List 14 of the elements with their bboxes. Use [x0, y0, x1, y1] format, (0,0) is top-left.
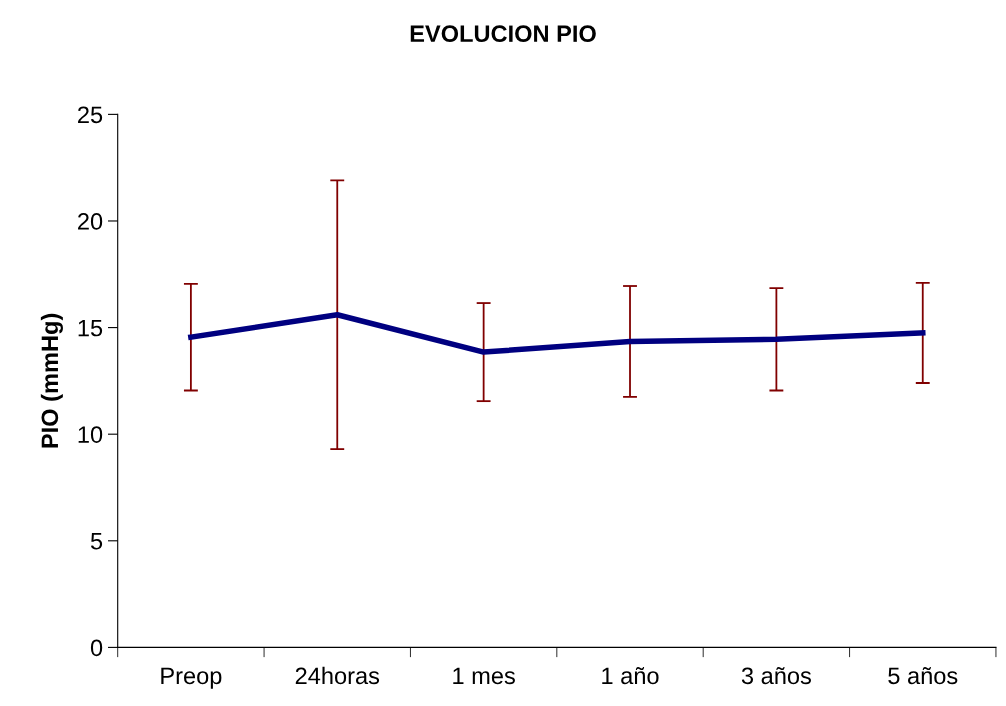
y-tick-label: 5 — [90, 533, 103, 550]
chart-title: EVOLUCION PIO — [410, 25, 596, 43]
y-tick-label: 25 — [78, 106, 103, 124]
x-tick-label: Preop — [161, 667, 222, 689]
x-tick-label: 1 año — [602, 667, 659, 685]
y-tick-label: 10 — [78, 426, 103, 443]
y-tick-label: 0 — [90, 639, 103, 657]
y-axis-title: PIO (mmHg) — [40, 313, 63, 448]
y-tick-label: 20 — [78, 213, 103, 230]
x-tick-label: 5 años — [888, 667, 958, 685]
x-tick-label: 24horas — [295, 666, 380, 685]
x-tick-label: 3 años — [741, 667, 811, 685]
x-tick-label: 1 mes — [453, 667, 515, 685]
y-tick-label: 15 — [78, 319, 103, 337]
